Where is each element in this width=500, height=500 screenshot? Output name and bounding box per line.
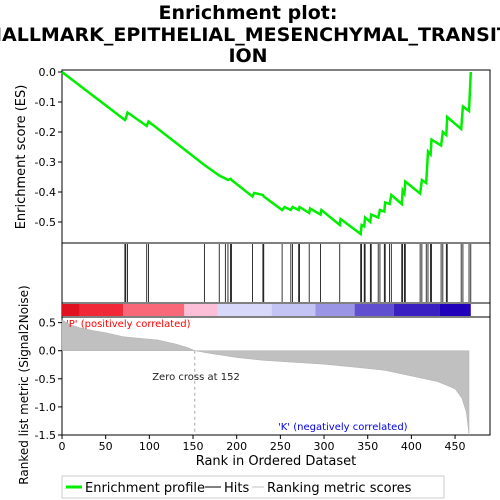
es-y-tick-label: -0.4: [35, 186, 56, 199]
x-tick-label: 0: [59, 440, 66, 453]
heatmap-segment: [62, 304, 80, 316]
ranking-y-tick-label: -1.5: [35, 429, 56, 442]
es-y-tick-label: 0.0: [39, 66, 57, 79]
negative-correlated-label: 'K' (negatively correlated): [278, 422, 408, 433]
x-tick-label: 250: [270, 440, 291, 453]
ranking-y-ticks: 0.5 0.0 -0.5 -1.0 -1.5: [35, 317, 62, 442]
es-y-tick-label: -0.5: [35, 216, 56, 229]
x-axis-label: Rank in Ordered Dataset: [196, 454, 357, 469]
x-tick-label: 450: [445, 440, 466, 453]
x-tick-label: 400: [401, 440, 422, 453]
heatmap-segment: [217, 304, 272, 316]
heatmap-segment: [354, 304, 394, 316]
ranking-panel-frame: [61, 316, 491, 436]
ranking-y-tick-label: -0.5: [35, 373, 56, 386]
es-panel-frame: [61, 69, 491, 244]
es-y-tick-label: -0.1: [35, 96, 56, 109]
x-tick-label: 200: [226, 440, 247, 453]
enrichment-profile-line: [61, 71, 473, 237]
title-line-3: ION: [228, 45, 267, 67]
es-y-tick-label: -0.2: [35, 126, 56, 139]
heatmap-segment: [439, 304, 471, 316]
ranking-y-axis-label: Ranked list metric (Signal2Noise): [17, 285, 31, 484]
heatmap-segment: [79, 304, 124, 316]
x-tick-label: 350: [357, 440, 378, 453]
legend-es-label: Enrichment profile: [85, 481, 205, 496]
title-line-1: Enrichment plot:: [159, 2, 338, 24]
x-tick-label: 100: [139, 440, 160, 453]
ranking-y-tick-label: 0.0: [39, 345, 57, 358]
hits-panel-frame: [61, 242, 491, 304]
ranking-y-tick-label: -1.0: [35, 401, 56, 414]
es-line-group: [61, 71, 473, 237]
heatmap-bar: [62, 304, 471, 316]
title-line-2: HALLMARK_EPITHELIAL_MESENCHYMAL_TRANSIT: [0, 24, 500, 46]
ranking-y-tick-label: 0.5: [39, 317, 57, 330]
ranking-metric-fill: [61, 319, 470, 436]
hit-marks: [124, 244, 472, 302]
legend-ranking-label: Ranking metric scores: [267, 481, 412, 496]
heatmap-segment: [184, 304, 218, 316]
es-y-ticks: 0.0 -0.1 -0.2 -0.3 -0.4 -0.5: [35, 66, 62, 229]
es-y-tick-label: -0.3: [35, 156, 56, 169]
heatmap-segment: [271, 304, 316, 316]
heatmap-segment: [123, 304, 185, 316]
x-tick-label: 300: [314, 440, 335, 453]
ranking-metric-area: [61, 319, 470, 436]
zero-cross-label: Zero cross at 152: [152, 372, 240, 383]
x-tick-label: 50: [99, 440, 113, 453]
heatmap-segment: [315, 304, 355, 316]
legend-hits-label: Hits: [224, 481, 249, 496]
x-tick-label: 150: [183, 440, 204, 453]
es-y-axis-label: Enrichment score (ES): [14, 85, 29, 230]
x-ticks: 0 50 100 150 200 250 300 350 400 450: [59, 435, 466, 453]
positive-correlated-label: 'P' (positively correlated): [66, 319, 191, 330]
heatmap-segment: [393, 304, 440, 316]
